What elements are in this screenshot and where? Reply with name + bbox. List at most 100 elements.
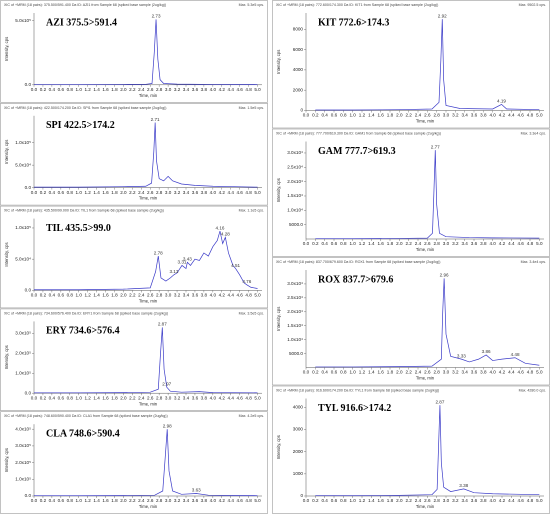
x-tick-label: 0.6	[331, 370, 338, 375]
panel-header: XIC of +MRM (18 pairs): 837.700/679.600 …	[276, 260, 441, 264]
x-tick-label: 3.4	[183, 87, 190, 92]
x-tick-label: 1.2	[84, 87, 91, 92]
x-tick-label: 1.4	[93, 190, 100, 195]
x-tick-label: 1.0	[349, 370, 356, 375]
x-tick-label: 0.0	[31, 190, 38, 195]
x-tick-label: 4.2	[499, 241, 506, 246]
y-tick-label: 1.5x10⁴	[287, 323, 303, 328]
x-tick-label: 0.2	[312, 113, 319, 118]
x-tick-label: 2.2	[129, 87, 136, 92]
x-tick-label: 1.4	[93, 87, 100, 92]
trace	[34, 230, 258, 291]
x-tick-label: 3.0	[165, 293, 172, 298]
x-tick-label: 4.4	[228, 190, 235, 195]
x-tick-label: 2.0	[396, 113, 403, 118]
y-axis-label: Intensity, cps	[4, 37, 9, 61]
x-tick-label: 3.0	[165, 87, 172, 92]
x-tick-label: 1.4	[368, 370, 375, 375]
x-tick-label: 0.6	[331, 241, 338, 246]
y-tick-label: 3.0x10⁵	[15, 443, 31, 448]
panel-border	[272, 128, 550, 257]
x-tick-label: 0.4	[321, 370, 328, 375]
x-axis-label: Time, min	[139, 504, 158, 509]
x-tick-label: 3.2	[174, 395, 181, 400]
x-tick-label: 0.0	[303, 113, 310, 118]
x-tick-label: 0.4	[49, 87, 56, 92]
x-tick-label: 1.0	[76, 293, 83, 298]
y-axis-label: Intensity, cps	[276, 178, 281, 202]
x-tick-label: 0.4	[321, 241, 328, 246]
x-tick-label: 2.8	[433, 113, 440, 118]
y-tick-label: 0.0	[25, 185, 32, 190]
x-tick-label: 4.4	[508, 241, 515, 246]
x-tick-label: 0.2	[312, 370, 319, 375]
y-tick-label: 5.0x10⁴	[15, 256, 31, 261]
x-tick-label: 0.6	[58, 87, 65, 92]
x-tick-label: 2.8	[156, 190, 163, 195]
x-tick-label: 2.4	[138, 498, 145, 503]
x-tick-label: 3.2	[174, 190, 181, 195]
x-tick-label: 4.0	[489, 370, 496, 375]
x-tick-label: 3.2	[452, 113, 459, 118]
x-tick-label: 2.8	[433, 370, 440, 375]
y-tick-label: 0	[300, 108, 303, 113]
y-tick-label: 5000.0	[289, 351, 303, 356]
panel-header: XIC of +MRM (18 pairs): 748.600/590.400 …	[4, 414, 168, 418]
x-tick-label: 2.6	[424, 113, 431, 118]
x-tick-label: 3.6	[471, 370, 478, 375]
x-tick-label: 4.6	[236, 190, 243, 195]
x-tick-label: 1.8	[387, 498, 394, 503]
x-tick-label: 1.2	[84, 293, 91, 298]
y-tick-label: 3.0x10⁴	[287, 281, 303, 286]
x-tick-label: 0.8	[340, 113, 347, 118]
x-tick-label: 2.0	[396, 370, 403, 375]
compound-label: KIT 772.6>174.3	[318, 17, 389, 28]
x-tick-label: 2.4	[415, 113, 422, 118]
x-tick-label: 4.6	[236, 498, 243, 503]
x-tick-label: 3.0	[165, 498, 172, 503]
max-label: Max. 3.5e5 cps.	[239, 311, 264, 315]
x-tick-label: 4.8	[527, 498, 534, 503]
x-tick-label: 0.8	[340, 370, 347, 375]
x-tick-label: 3.8	[201, 190, 208, 195]
x-tick-label: 2.2	[129, 395, 136, 400]
max-label: Max. 4280.0 cps.	[519, 388, 546, 392]
peak-label: 2.87	[158, 322, 167, 327]
peak-label: 3.33	[457, 353, 466, 358]
x-tick-label: 4.2	[219, 87, 226, 92]
x-tick-label: 1.0	[76, 395, 83, 400]
x-tick-label: 4.6	[517, 498, 524, 503]
x-tick-label: 4.6	[236, 395, 243, 400]
y-axis-label: Intensity, cps	[4, 140, 9, 164]
y-tick-label: 6000	[293, 47, 304, 52]
panel-header: XIC of +MRM (18 pairs): 916.600/174.200 …	[276, 388, 439, 392]
max-label: Max. 5.3e5 cps.	[239, 3, 264, 7]
x-tick-label: 4.4	[228, 498, 235, 503]
x-tick-label: 4.8	[245, 498, 252, 503]
x-tick-label: 4.0	[210, 498, 217, 503]
x-tick-label: 5.0	[536, 370, 543, 375]
y-axis-label: Intensity, cps	[276, 50, 281, 74]
x-tick-label: 4.2	[219, 190, 226, 195]
y-tick-label: 1.0x10⁵	[15, 370, 31, 375]
y-tick-label: 3.0x10⁴	[287, 150, 303, 155]
panel: XIC of +MRM (18 pairs): 916.600/174.200 …	[272, 385, 550, 514]
x-tick-label: 1.4	[93, 395, 100, 400]
x-tick-label: 4.2	[219, 395, 226, 400]
x-tick-label: 4.2	[499, 370, 506, 375]
x-tick-label: 4.0	[210, 87, 217, 92]
trace	[315, 150, 540, 240]
x-tick-label: 0.0	[303, 498, 310, 503]
x-tick-label: 2.6	[147, 293, 154, 298]
x-tick-label: 1.8	[111, 395, 118, 400]
x-tick-label: 1.4	[93, 293, 100, 298]
y-axis-label: Intensity, cps	[276, 435, 281, 459]
x-tick-label: 3.8	[201, 395, 208, 400]
x-tick-label: 0.6	[58, 293, 65, 298]
compound-label: ROX 837.7>679.6	[318, 274, 393, 285]
x-axis-label: Time, min	[416, 504, 435, 509]
compound-label: TIL 435.5>99.0	[46, 223, 111, 234]
x-tick-label: 0.2	[40, 190, 47, 195]
peak-label: 4.48	[511, 352, 520, 357]
